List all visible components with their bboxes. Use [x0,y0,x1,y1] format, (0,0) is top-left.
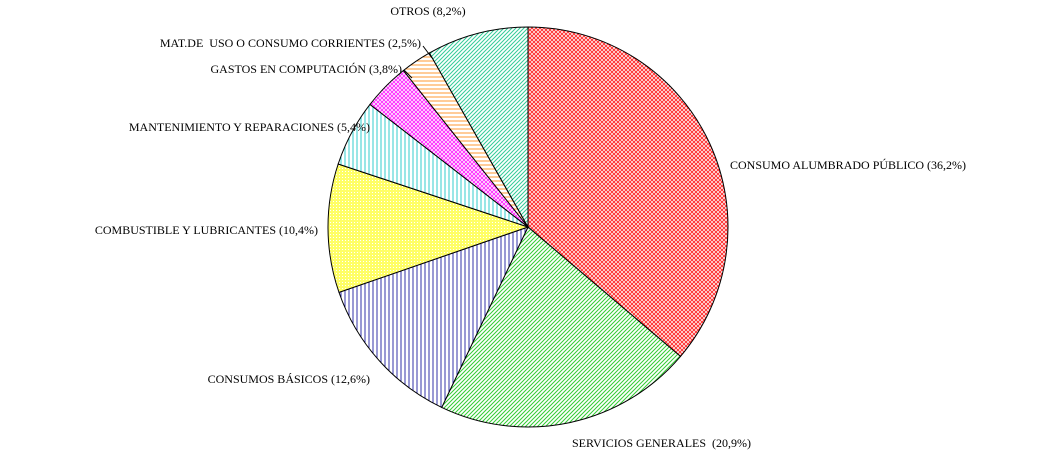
slice-value-label: (5,4%) [337,120,370,134]
slice-value-label: (20,9%) [712,436,751,450]
slice-value-label: (2,5%) [388,36,421,50]
slice-category: CONSUMOS BÁSICOS [208,372,328,386]
slice-label: COMBUSTIBLE Y LUBRICANTES (10,4%) [95,223,318,237]
slice-label: MAT.DE USO O CONSUMO CORRIENTES (2,5%) [160,36,421,50]
slice-category: MANTENIMIENTO Y REPARACIONES [129,120,334,134]
pie-slice [441,226,682,428]
slice-label: SERVICIOS GENERALES (20,9%) [572,436,751,450]
slice-value-label: (3,8%) [369,62,402,76]
leader-line [422,45,433,59]
slice-value-label: (36,2%) [927,158,966,172]
slice-label: GASTOS EN COMPUTACIÓN (3,8%) [210,62,402,76]
pie-slice [327,163,530,294]
slice-value-label: (12,6%) [331,372,370,386]
slice-category: SERVICIOS GENERALES [572,436,709,450]
slice-category: GASTOS EN COMPUTACIÓN [210,62,366,76]
slice-label: OTROS (8,2%) [390,4,465,18]
slice-category: OTROS [390,4,429,18]
slice-label: CONSUMOS BÁSICOS (12,6%) [208,372,370,386]
slice-value-label: (8,2%) [433,4,466,18]
slice-category: COMBUSTIBLE Y LUBRICANTES [95,223,276,237]
slice-category: MAT.DE USO O CONSUMO CORRIENTES [160,36,385,50]
pie-slice [428,26,529,229]
pie-slice [527,26,729,358]
slice-label: MANTENIMIENTO Y REPARACIONES (5,4%) [129,120,370,134]
leader-line [403,69,413,79]
slice-value-label: (10,4%) [279,223,318,237]
slice-label: CONSUMO ALUMBRADO PÚBLICO (36,2%) [730,158,966,172]
pie-slice [338,226,529,409]
slice-category: CONSUMO ALUMBRADO PÚBLICO [730,158,924,172]
